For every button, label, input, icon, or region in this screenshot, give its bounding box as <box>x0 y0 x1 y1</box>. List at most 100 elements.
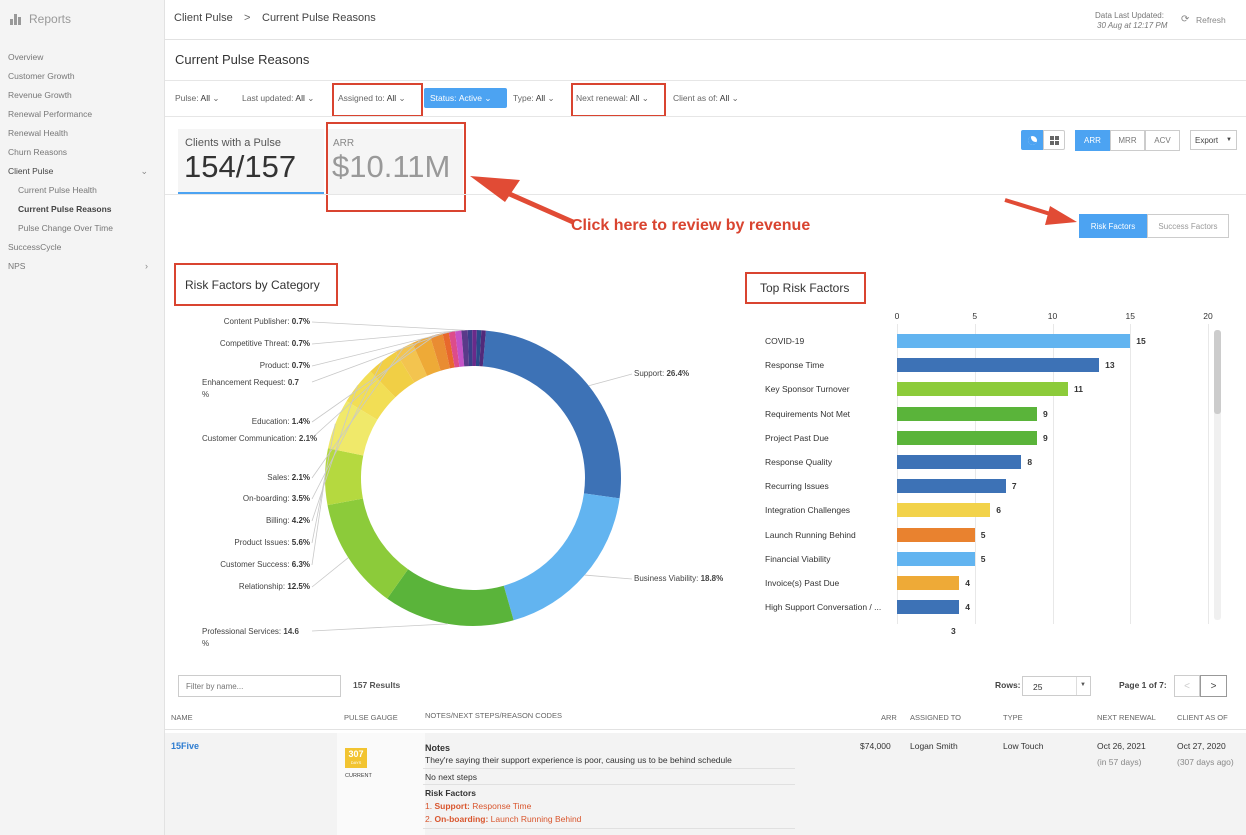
column-header-pulse-gauge[interactable]: Pulse Gauge <box>344 713 398 722</box>
donut-leader-line <box>311 623 448 632</box>
bar-response-time[interactable] <box>897 358 1100 373</box>
next-page-button[interactable]: > <box>1200 675 1227 697</box>
gauge-days-unit: DAYS <box>350 760 362 765</box>
chevron-right-icon[interactable]: › <box>145 261 148 271</box>
donut-slice-business-viability[interactable] <box>503 493 620 621</box>
arrow-head <box>470 176 520 202</box>
filter-next-renewal[interactable]: Next renewal: All ⌄ <box>576 93 649 104</box>
donut-slice-professional-services[interactable] <box>387 569 514 626</box>
sidebar-item-overview[interactable]: Overview <box>8 52 44 62</box>
chart-scrollbar-thumb[interactable] <box>1214 330 1221 414</box>
sidebar-item-renewal-performance[interactable]: Renewal Performance <box>8 109 93 119</box>
page-title: Current Pulse Reasons <box>175 52 310 67</box>
donut-slice-other[interactable] <box>472 330 477 367</box>
x-tick-label: 0 <box>894 311 900 321</box>
donut-slice-other[interactable] <box>475 330 482 367</box>
donut-slice-support[interactable] <box>482 330 621 499</box>
bar-covid-19[interactable] <box>897 334 1131 348</box>
bar-recurring-issues[interactable] <box>897 479 1006 494</box>
sidebar-item-churn-reasons[interactable]: Churn Reasons <box>8 147 68 157</box>
pie-view-button[interactable] <box>1021 130 1043 150</box>
bar-launch-running-behind[interactable] <box>897 527 975 542</box>
sidebar-item-client-pulse[interactable]: Client Pulse <box>8 166 54 176</box>
column-header-assigned-to[interactable]: Assigned To <box>910 713 961 722</box>
refresh-icon[interactable]: ⟳ <box>1181 14 1190 25</box>
filter-assigned-to[interactable]: Assigned to: All ⌄ <box>338 93 406 104</box>
filter-pulse[interactable]: Pulse: All ⌄ <box>175 93 219 104</box>
mrr-button[interactable]: MRR <box>1110 130 1145 151</box>
kpi-arr-card[interactable]: ARR $10.11M <box>326 129 463 194</box>
bar-financial-viability[interactable] <box>897 551 975 566</box>
sidebar-item-pulse-change[interactable]: Pulse Change Over Time <box>18 223 113 233</box>
sidebar-item-renewal-health[interactable]: Renewal Health <box>8 128 69 138</box>
bar-key-sponsor-turnover[interactable] <box>897 382 1069 397</box>
kpi-clients-card[interactable]: Clients with a Pulse 154/157 <box>178 129 324 194</box>
export-button[interactable]: Export ▼ <box>1190 130 1237 150</box>
bar-requirements-not-met[interactable] <box>897 406 1037 421</box>
grid-icon <box>1049 135 1059 145</box>
bar-response-quality[interactable] <box>897 455 1022 469</box>
sidebar-item-current-pulse-reasons[interactable]: Current Pulse Reasons <box>18 204 112 214</box>
filter-last-updated[interactable]: Last updated: All ⌄ <box>242 93 314 104</box>
donut-slice-content-publisher[interactable] <box>461 330 470 367</box>
column-header-type[interactable]: Type <box>1003 713 1023 722</box>
column-header-next-renewal[interactable]: Next Renewal <box>1097 713 1156 722</box>
refresh-button[interactable]: Refresh <box>1196 15 1226 25</box>
sidebar-item-revenue-growth[interactable]: Revenue Growth <box>8 90 72 100</box>
bar-value-label: 11 <box>1074 384 1084 395</box>
column-header-client-as-of[interactable]: Client As Of <box>1177 713 1228 722</box>
table-row[interactable]: 15Five 307 DAYS CURRENT Notes They're sa… <box>165 733 1246 835</box>
filter-last-updated-value: All <box>295 93 305 103</box>
donut-slice-customer-success[interactable] <box>325 448 364 506</box>
row-client-as-of-relative: (307 days ago) <box>1177 757 1234 767</box>
donut-slice-other[interactable] <box>467 330 473 367</box>
bar-label: Project Past Due <box>765 432 829 443</box>
prev-page-button[interactable]: < <box>1174 675 1200 697</box>
page-indicator: Page 1 of 7: <box>1119 680 1167 690</box>
breadcrumb-separator: > <box>244 12 251 24</box>
sidebar-item-successcycle[interactable]: SuccessCycle <box>8 242 62 252</box>
grid-view-button[interactable] <box>1043 130 1065 150</box>
sidebar-item-nps[interactable]: NPS <box>8 261 26 271</box>
bar-chart-title: Top Risk Factors <box>745 272 866 304</box>
row-assigned-to: Logan Smith <box>910 741 958 751</box>
x-tick-label: 10 <box>1047 311 1058 321</box>
sidebar-item-customer-growth[interactable]: Customer Growth <box>8 71 75 81</box>
client-name-link[interactable]: 15Five <box>171 741 200 751</box>
donut-slice-enhancement-request[interactable] <box>442 331 455 369</box>
donut-slice-sales[interactable] <box>395 343 428 383</box>
column-header-notes[interactable]: Notes/Next Steps/Reason Codes <box>425 711 562 720</box>
chart-scrollbar-track[interactable] <box>1214 330 1221 620</box>
bar-integration-challenges[interactable] <box>897 503 991 518</box>
column-header-arr[interactable]: ARR <box>881 713 897 722</box>
filter-status[interactable]: Status: Active ⌄ <box>424 88 507 108</box>
donut-slice-product[interactable] <box>448 331 460 368</box>
breadcrumb-root[interactable]: Client Pulse <box>174 12 233 24</box>
donut-slice-relationship[interactable] <box>327 498 409 599</box>
bar-invoice-s-past-due[interactable] <box>897 576 960 590</box>
donut-slice-education[interactable] <box>430 333 450 371</box>
sidebar-item-current-pulse-health[interactable]: Current Pulse Health <box>18 185 97 195</box>
chevron-down-icon[interactable]: ⌄ <box>140 166 148 176</box>
bar-high-support-conversation-[interactable] <box>897 600 960 615</box>
filter-type[interactable]: Type: All ⌄ <box>513 93 555 104</box>
arr-button[interactable]: ARR <box>1075 130 1110 151</box>
success-factors-button[interactable]: Success Factors <box>1147 214 1229 238</box>
name-filter-input[interactable] <box>178 675 341 697</box>
row-type: Low Touch <box>1003 741 1044 751</box>
donut-leader-line <box>311 321 465 331</box>
column-header-name[interactable]: Name <box>171 713 193 722</box>
bar-label: Financial Viability <box>765 553 831 564</box>
risk-factors-button[interactable]: Risk Factors <box>1079 214 1147 238</box>
bar-value-label: 3 <box>951 626 956 636</box>
donut-slice-other[interactable] <box>479 330 486 367</box>
acv-button[interactable]: ACV <box>1145 130 1180 151</box>
rows-select[interactable]: 25 ▼ <box>1022 676 1091 696</box>
donut-slice-competitive-threat[interactable] <box>455 330 465 367</box>
export-label: Export <box>1195 135 1219 145</box>
updated-value: 30 Aug at 12:17 PM <box>1097 21 1168 30</box>
filter-client-as-of[interactable]: Client as of: All ⌄ <box>673 93 739 104</box>
donut-leader-line <box>311 385 358 522</box>
bar-project-past-due[interactable] <box>897 430 1037 445</box>
donut-slice-product-issues[interactable] <box>328 401 378 456</box>
